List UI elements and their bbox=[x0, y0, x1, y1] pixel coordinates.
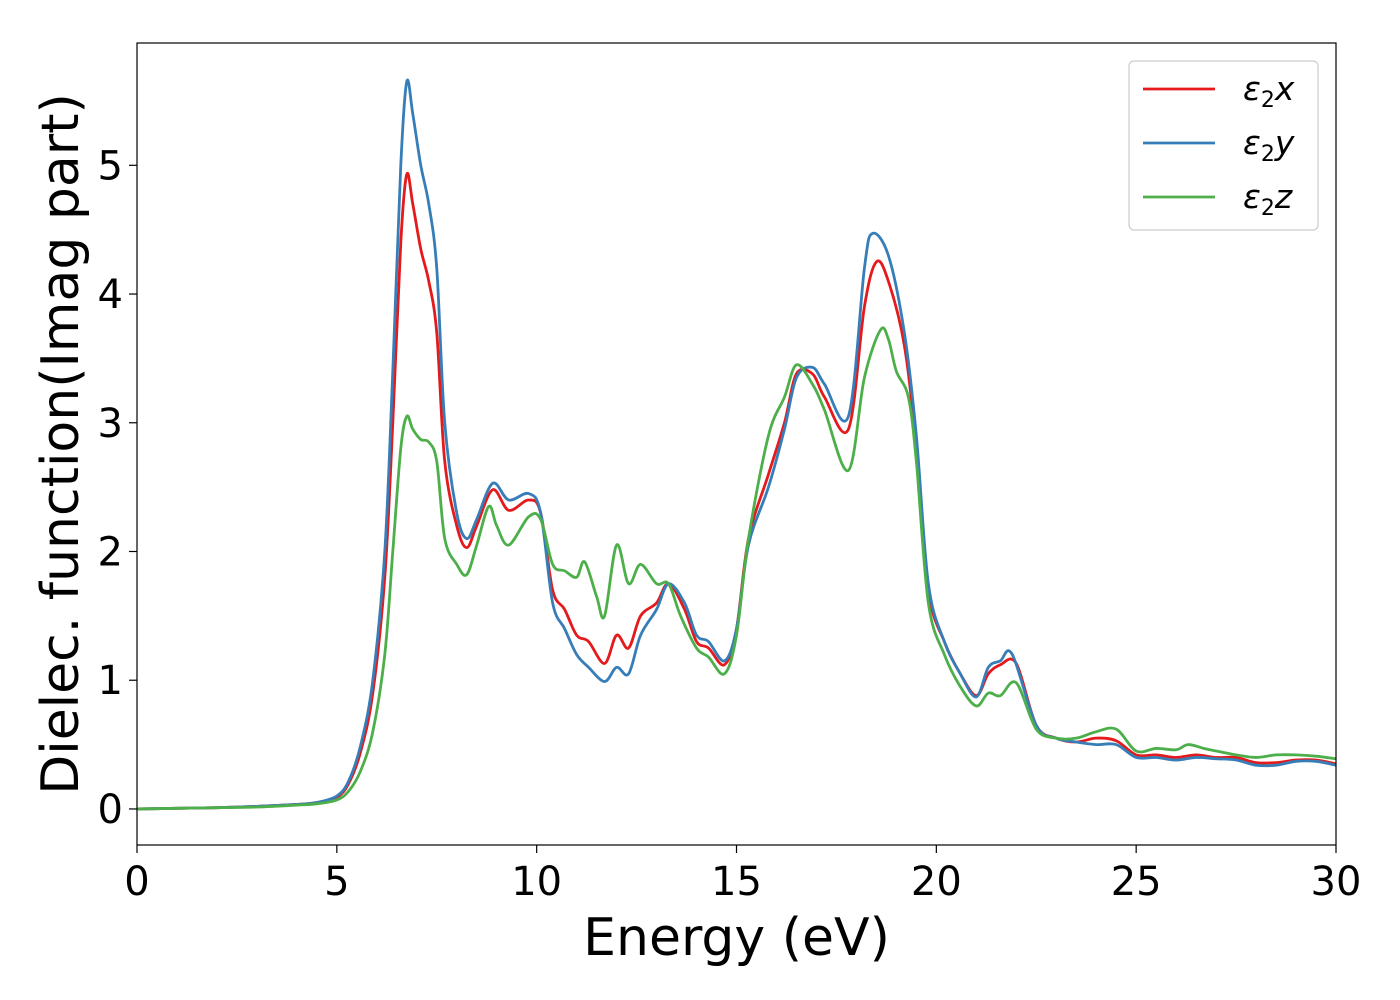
y-tick-label: 3 bbox=[98, 401, 123, 447]
x-tick-label: 30 bbox=[1311, 859, 1362, 905]
y-tick-label: 0 bbox=[98, 787, 123, 833]
x-axis-ticks: 0 5 10 15 20 25 30 bbox=[124, 845, 1361, 905]
y-tick-label: 1 bbox=[98, 658, 123, 704]
legend-label-y: ε2y bbox=[1243, 123, 1295, 167]
series-line-y bbox=[137, 78, 1336, 811]
y-axis-ticks: 0 1 2 3 4 5 bbox=[98, 143, 137, 833]
x-tick-label: 10 bbox=[511, 859, 562, 905]
y-tick-label: 4 bbox=[98, 272, 123, 318]
series-layer bbox=[137, 78, 1336, 811]
series-line-x bbox=[137, 171, 1336, 811]
x-tick-label: 15 bbox=[711, 859, 762, 905]
legend-label-z: ε2z bbox=[1243, 177, 1293, 221]
legend-box bbox=[1128, 60, 1319, 231]
x-tick-label: 0 bbox=[124, 859, 149, 905]
series-line-z bbox=[137, 326, 1336, 811]
y-tick-label: 2 bbox=[98, 529, 123, 575]
x-tick-label: 25 bbox=[1111, 859, 1162, 905]
x-tick-label: 20 bbox=[911, 859, 962, 905]
legend-label-x: ε2x bbox=[1243, 69, 1295, 113]
x-axis-title: Energy (eV) bbox=[583, 908, 890, 968]
legend: ε2x ε2y ε2z bbox=[1128, 60, 1319, 231]
y-axis-title: Dielec. function(Imag part) bbox=[31, 93, 91, 795]
x-tick-label: 5 bbox=[324, 859, 349, 905]
y-tick-label: 5 bbox=[98, 143, 123, 189]
